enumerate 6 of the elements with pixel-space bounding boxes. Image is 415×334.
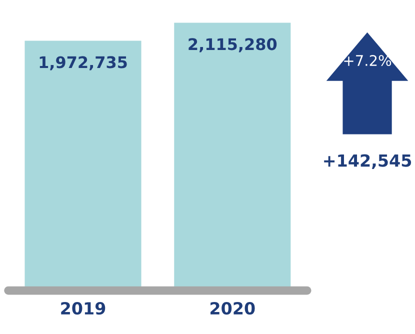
x-tick-label: 2019 — [61, 302, 106, 315]
x-tick-label: 2020 — [210, 302, 255, 315]
data-label: 2,115,280 — [188, 38, 277, 52]
text: +7.2% — [344, 54, 392, 66]
data-label: 1,972,735 — [40, 56, 127, 70]
text: +142,545 — [324, 154, 412, 169]
